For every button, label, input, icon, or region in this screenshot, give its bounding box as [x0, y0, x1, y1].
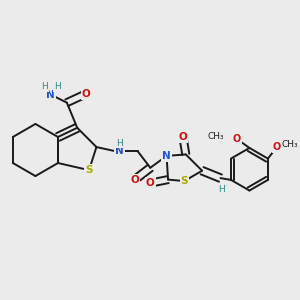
- Text: O: O: [82, 89, 91, 99]
- Text: O: O: [233, 134, 241, 144]
- Text: H: H: [218, 185, 225, 194]
- Text: CH₃: CH₃: [208, 132, 225, 141]
- Text: O: O: [146, 178, 155, 188]
- Text: S: S: [181, 176, 188, 186]
- Text: O: O: [178, 132, 187, 142]
- Text: N: N: [46, 90, 55, 100]
- Text: N: N: [162, 151, 171, 161]
- Text: S: S: [85, 165, 93, 175]
- Text: H: H: [41, 82, 48, 91]
- Text: H: H: [54, 82, 61, 91]
- Text: O: O: [273, 142, 281, 152]
- Text: N: N: [115, 146, 124, 157]
- Text: CH₃: CH₃: [281, 140, 298, 149]
- Text: O: O: [130, 175, 139, 184]
- Text: H: H: [116, 139, 123, 148]
